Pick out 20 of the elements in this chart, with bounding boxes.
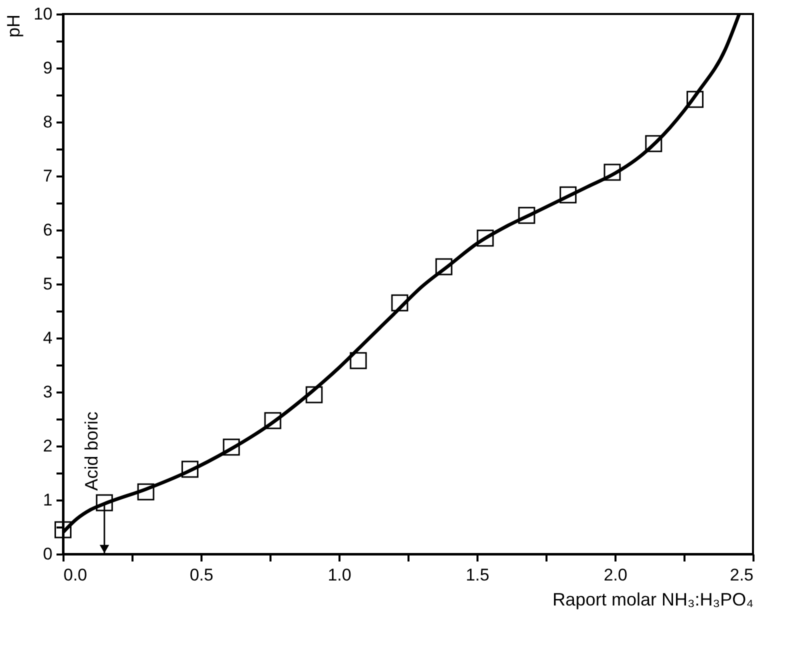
y-tick-label: 4 (43, 328, 52, 348)
y-tick-label: 3 (43, 382, 52, 402)
y-tick-label: 5 (43, 274, 52, 294)
y-tick-label: 7 (43, 166, 52, 186)
x-axis-title: Raport molar NH₃:H₃PO₄ (552, 590, 754, 610)
y-tick-label: 8 (43, 112, 52, 132)
x-tick-label: 2.0 (604, 566, 628, 584)
y-tick-label: 6 (43, 220, 52, 240)
y-axis-title: pH (4, 14, 24, 38)
x-tick-label: 1.5 (466, 566, 490, 584)
y-tick-label: 1 (43, 490, 52, 510)
y-tick-label: 0 (43, 544, 52, 564)
annotation: Acid boric (81, 412, 102, 491)
x-tick-label: 0.0 (64, 566, 88, 584)
x-tick-label: 0.5 (190, 566, 214, 584)
y-tick-label: 9 (43, 58, 52, 78)
x-tick-label: 2.5 (730, 566, 754, 584)
y-tick-label: 10 (34, 4, 52, 24)
y-tick-label: 2 (43, 436, 52, 456)
x-tick-label: 1.0 (328, 566, 352, 584)
